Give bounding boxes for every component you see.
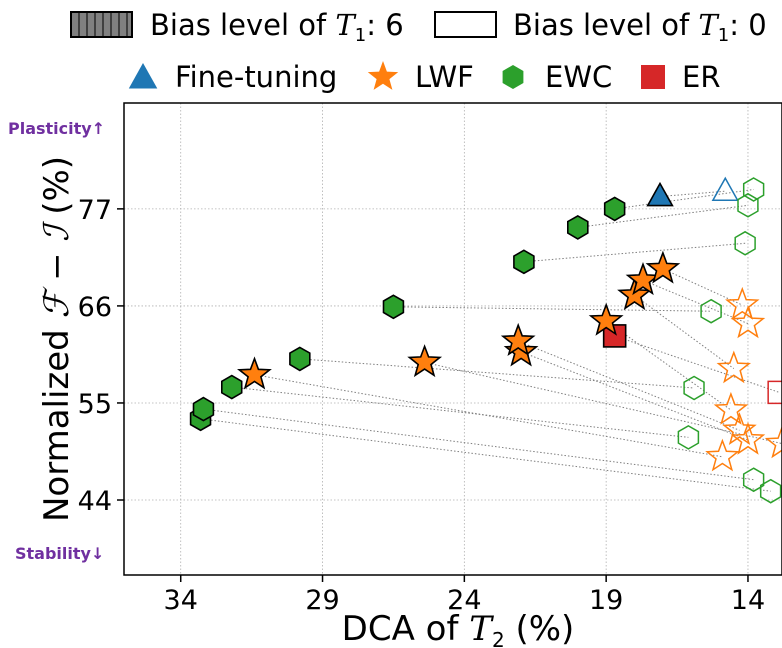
legend-lwf-label: LWF — [415, 60, 474, 94]
lwf-bias6-point — [588, 302, 624, 336]
lwf-bias6-point — [500, 322, 536, 356]
stability-annotation: Stability↓ — [15, 544, 104, 563]
legend-er-label: ER — [682, 60, 720, 94]
ewc-bias0-point — [683, 375, 705, 401]
legend-fine-tuning-label: Fine-tuning — [175, 60, 337, 94]
legend-bias0-swatch — [434, 11, 497, 38]
lwf-bias0-point — [713, 391, 749, 425]
lwf-bias0-point — [722, 412, 757, 446]
x-tick-label: 19 — [589, 585, 623, 616]
ewc-bias6-point — [382, 294, 405, 320]
pair-link-ewc — [200, 418, 771, 492]
lwf-bias0-point — [764, 425, 782, 459]
y-tick-label: 66 — [78, 292, 112, 323]
pair-link-ewc — [299, 358, 695, 389]
x-axis-title: DCA of T2 (%) — [342, 609, 575, 648]
ewc-bias6-point — [513, 249, 535, 275]
grid-lines — [124, 103, 782, 575]
data-points — [189, 176, 782, 504]
ewc-bias0-point — [734, 230, 756, 256]
pair-link-lwf — [634, 294, 735, 369]
ewc-bias6-point — [566, 214, 589, 240]
pair-link-fine-tuning — [660, 190, 726, 198]
lwf-bias0-point — [716, 350, 752, 384]
star-icon — [367, 61, 399, 90]
ewc-bias6-point — [289, 346, 311, 372]
legend-ewc-marker — [502, 65, 524, 89]
pair-link-ewc — [393, 306, 712, 312]
pair-link-lwf — [254, 374, 723, 458]
lwf-bias6-point — [625, 262, 661, 296]
legend-bias0-label: Bias level of T1: 0 — [513, 8, 767, 46]
ewc-bias6-point — [221, 374, 243, 400]
plot-frame — [123, 102, 782, 576]
y-tick-label: 77 — [78, 195, 112, 226]
pair-link-er — [614, 335, 780, 393]
lwf-bias0-point — [725, 286, 760, 320]
lwf-bias0-point — [730, 421, 766, 455]
fine-tuning-bias0-point — [711, 176, 739, 202]
pair-link-ewc — [614, 188, 754, 210]
pair-link-lwf — [424, 361, 782, 445]
legend-bias6-hatch — [78, 12, 128, 37]
hexagon-icon — [502, 65, 524, 89]
ewc-bias0-point — [677, 425, 700, 450]
legend-ewc-label: EWC — [545, 60, 612, 94]
ewc-bias0-point — [759, 478, 782, 504]
ewc-bias0-point — [737, 192, 759, 218]
pair-link-ewc — [203, 408, 754, 481]
lwf-bias6-point — [645, 250, 681, 284]
triangle-icon — [128, 63, 158, 89]
axis-ticks: 34 29 24 19 14 44 55 66 77 — [78, 195, 766, 616]
pair-link-lwf — [520, 351, 749, 441]
ewc-bias6-point — [192, 396, 215, 422]
lwf-bias6-point — [237, 356, 272, 390]
bias0-markers — [677, 176, 782, 504]
pair-connector-lines — [200, 188, 782, 492]
pair-link-lwf — [662, 268, 743, 306]
lwf-bias6-point — [617, 277, 652, 311]
legend-lwf-marker — [367, 61, 399, 90]
legend-fine-tuning-marker — [128, 63, 158, 89]
x-tick-label: 14 — [731, 585, 765, 616]
legend-methods: Fine-tuning LWF EWC ER — [128, 60, 720, 94]
x-tick-label: 29 — [305, 585, 339, 616]
lwf-bias0-point — [705, 438, 740, 472]
legend-er-marker — [641, 65, 665, 89]
ewc-bias0-point — [742, 467, 765, 493]
lwf-bias0-point — [730, 305, 766, 339]
er-bias0-point — [767, 380, 782, 405]
ewc-bias0-point — [742, 177, 765, 202]
pair-link-lwf — [642, 279, 749, 325]
pair-link-lwf — [518, 340, 740, 431]
plasticity-annotation: Plasticity↑ — [8, 119, 105, 138]
y-tick-label: 55 — [78, 389, 112, 420]
bias6-markers — [189, 181, 681, 432]
legend-bias6-label: Bias level of T1: 6 — [150, 8, 404, 46]
pair-link-ewc — [231, 386, 689, 438]
pair-link-lwf — [605, 320, 732, 411]
lwf-bias6-point — [407, 344, 443, 378]
x-tick-label: 34 — [164, 585, 198, 616]
square-icon — [641, 65, 665, 89]
pair-link-ewc — [523, 242, 746, 263]
legend-bias: Bias level of T1: 6 Bias level of T1: 0 — [70, 8, 767, 46]
ewc-bias6-point — [603, 196, 626, 222]
fine-tuning-bias6-point — [646, 181, 674, 207]
y-axis-title: Normalized ℱ − ℐ (%) — [37, 156, 77, 522]
y-tick-label: 44 — [78, 486, 112, 517]
legend-bias6-swatch — [70, 11, 133, 38]
x-tick-label: 24 — [447, 585, 481, 616]
pair-link-ewc — [577, 204, 749, 228]
ewc-bias0-point — [700, 298, 722, 324]
